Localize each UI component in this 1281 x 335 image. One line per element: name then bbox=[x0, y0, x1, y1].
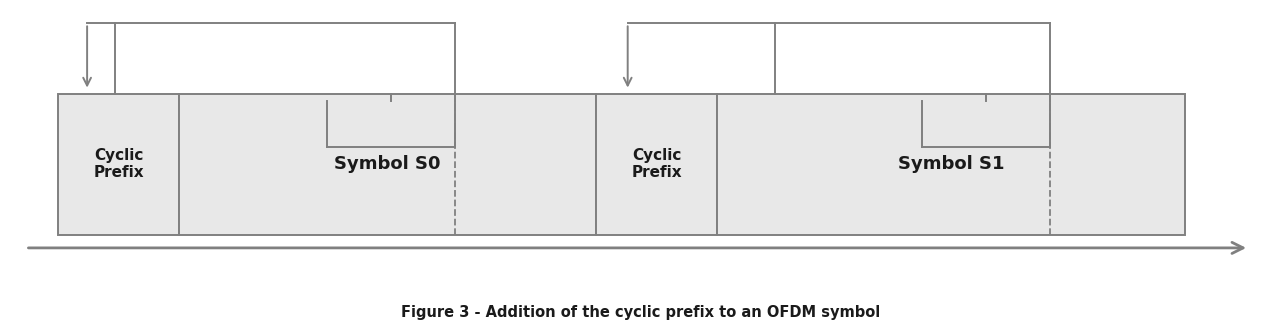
Text: Figure 3 - Addition of the cyclic prefix to an OFDM symbol: Figure 3 - Addition of the cyclic prefix… bbox=[401, 305, 880, 320]
Text: Cyclic
Prefix: Cyclic Prefix bbox=[632, 148, 681, 180]
Text: Cyclic
Prefix: Cyclic Prefix bbox=[94, 148, 143, 180]
Bar bbox=[179, 94, 596, 234]
Text: Symbol S1: Symbol S1 bbox=[898, 155, 1004, 173]
Text: Symbol S0: Symbol S0 bbox=[334, 155, 441, 173]
Bar bbox=[717, 94, 1185, 234]
Bar bbox=[596, 94, 717, 234]
Bar bbox=[58, 94, 179, 234]
